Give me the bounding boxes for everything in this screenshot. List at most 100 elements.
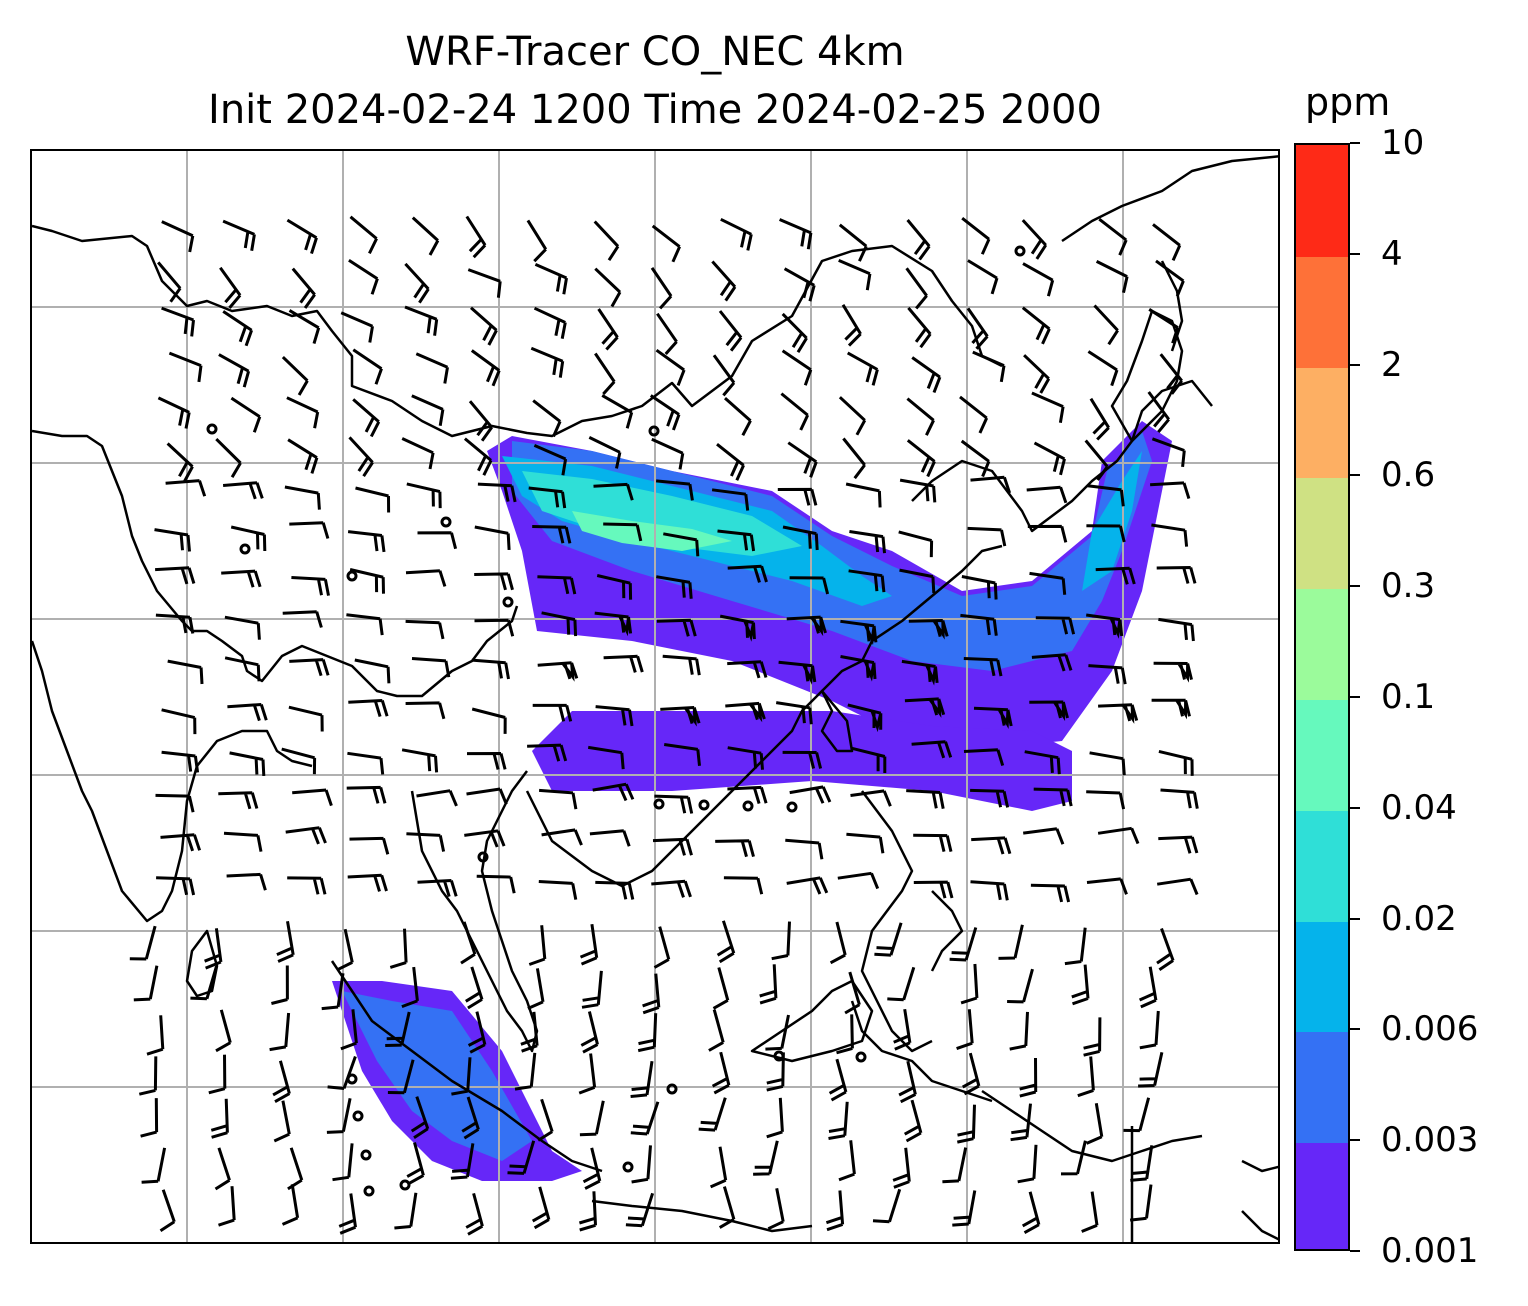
wind-barb (533, 444, 568, 476)
wind-barb (272, 1060, 291, 1104)
wind-barb (637, 1013, 658, 1053)
wind-barb (348, 699, 389, 718)
wind-barb (1031, 391, 1065, 424)
wind-barb (1085, 613, 1124, 639)
wind-barb (727, 746, 764, 770)
wind-barb (588, 436, 622, 469)
wind-barb (780, 392, 810, 431)
wind-barb (1033, 787, 1073, 807)
wind-barb (338, 1193, 357, 1235)
wind-barb (838, 223, 868, 262)
wind-barb (662, 654, 701, 676)
wind-barb (406, 482, 442, 509)
wind-barb (210, 1098, 229, 1139)
wind-barb (656, 312, 678, 355)
wind-barb (514, 1052, 537, 1091)
wind-barb (759, 964, 778, 1005)
wind-barb (541, 828, 583, 846)
wind-barb (336, 928, 354, 972)
wind-barb (340, 311, 374, 343)
calm-wind-circle (855, 1051, 867, 1063)
wind-barb (723, 876, 764, 895)
wind-barb (287, 1147, 304, 1191)
wind-barb (394, 1192, 418, 1230)
colorbar-tick-label: 0.003 (1381, 1120, 1479, 1161)
wind-barb (346, 785, 387, 804)
wind-barb (844, 971, 861, 1015)
wind-barb (579, 1100, 605, 1137)
wind-barb (971, 836, 1012, 855)
wind-barb (1084, 439, 1109, 481)
calm-wind-circle (742, 800, 754, 812)
wind-barb (520, 1011, 539, 1053)
wind-barbs (129, 215, 1199, 1236)
wind-barb (1129, 1184, 1153, 1222)
wind-barb (901, 659, 939, 686)
wind-barb (961, 1052, 981, 1096)
wind-barb (1147, 391, 1171, 434)
wind-barb (401, 966, 419, 1009)
colorbar-tick-label: 10 (1381, 123, 1425, 163)
wind-barb (1083, 1017, 1102, 1057)
wind-barb (224, 615, 261, 640)
wind-barb (352, 398, 381, 438)
wind-barb (269, 1012, 291, 1052)
wind-barb (580, 1011, 599, 1054)
colorbar-tick (1350, 252, 1360, 255)
wind-barb (966, 307, 989, 350)
wind-barb (285, 826, 327, 845)
wind-barb (160, 833, 202, 852)
wind-barb (603, 654, 644, 673)
wind-barb (906, 789, 945, 809)
wind-barb (223, 831, 263, 852)
wind-barb (168, 351, 203, 383)
wind-barb (222, 481, 264, 500)
wind-barb (417, 531, 458, 550)
wind-barb (972, 350, 1006, 383)
wind-barb (718, 1186, 736, 1229)
wind-barb (942, 1147, 968, 1184)
wind-barb (650, 267, 673, 310)
wind-barb (893, 1008, 912, 1051)
wind-barb (507, 1140, 536, 1175)
wind-barb (973, 706, 1013, 729)
wind-barb (467, 1011, 487, 1054)
wind-barb (913, 880, 954, 899)
wind-barb (846, 832, 885, 854)
wind-barb (1033, 441, 1066, 476)
colorbar-tick-label: 4 (1381, 233, 1403, 274)
wind-barb (782, 750, 823, 769)
wind-barb (474, 572, 514, 591)
wind-barb (146, 1015, 165, 1056)
wind-barb (963, 748, 1005, 767)
colorbar-tick-label: 0.1 (1381, 677, 1436, 717)
wind-barb (587, 745, 625, 770)
colorbar-segment (1296, 699, 1348, 811)
colorbar-tick (1350, 474, 1360, 477)
wind-barb (219, 266, 242, 309)
wind-barb (284, 485, 321, 510)
wind-barb (281, 1184, 300, 1226)
wind-barb (906, 219, 931, 261)
wind-barb (849, 530, 886, 554)
colorbar-tick (1350, 1139, 1360, 1142)
wind-barb (903, 1099, 923, 1143)
wind-barb (913, 833, 953, 852)
wind-barb (461, 1096, 480, 1140)
coastline-segment (1241, 1210, 1278, 1241)
colorbar-tick-label: 0.02 (1381, 898, 1457, 939)
map-panel[interactable] (30, 149, 1280, 1244)
wind-barb (226, 872, 267, 891)
colorbar-tick-label: 0.6 (1381, 455, 1436, 496)
plume-contour (572, 511, 732, 551)
wind-barb (404, 305, 439, 336)
wind-barb (165, 479, 207, 497)
wind-barb (970, 880, 1009, 901)
calm-wind-circle (346, 570, 358, 582)
coastline-segment (32, 640, 313, 923)
wind-barb (155, 613, 195, 634)
wind-barb (218, 791, 259, 810)
wind-barb (847, 703, 883, 733)
wind-barb (698, 1097, 727, 1132)
wind-barb (887, 966, 916, 1002)
